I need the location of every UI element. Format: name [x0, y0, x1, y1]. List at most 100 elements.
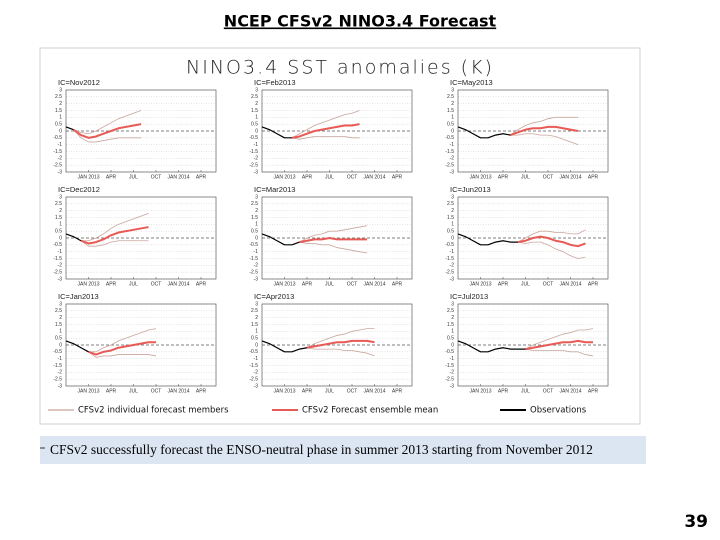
panel-title: IC=Jun2013 [450, 185, 491, 194]
x-tick-label: JUL [521, 174, 530, 180]
y-tick-label: 2.5 [251, 94, 258, 100]
y-tick-label: -2 [254, 263, 259, 269]
y-tick-label: -2 [254, 370, 259, 376]
x-tick-label: APR [498, 388, 509, 394]
y-tick-label: -2 [58, 156, 63, 162]
x-tick-label: JAN 2014 [364, 174, 386, 180]
y-tick-label: -0.5 [249, 242, 258, 248]
y-tick-label: 1.5 [251, 322, 258, 328]
y-tick-label: 1.5 [251, 215, 258, 221]
x-tick-label: JUL [325, 174, 334, 180]
figure-frame [39, 47, 641, 425]
caption-box [40, 436, 646, 464]
y-tick-label: 2 [451, 315, 454, 321]
series-line [291, 136, 360, 140]
y-tick-label: -0.5 [249, 135, 258, 141]
x-tick-label: JAN 2013 [274, 388, 296, 394]
x-tick-label: OCT [151, 281, 162, 287]
y-tick-label: 1 [451, 329, 454, 335]
y-tick-label: 0.5 [447, 228, 454, 234]
plot-frame [261, 89, 413, 173]
x-tick-label: APR [196, 281, 207, 287]
panel-title: IC=Jul2013 [450, 292, 488, 301]
x-tick-label: APR [392, 174, 403, 180]
x-tick-label: JUL [129, 174, 138, 180]
y-tick-label: -2.5 [445, 269, 454, 275]
y-tick-label: -3 [254, 169, 259, 175]
y-tick-label: -0.5 [53, 349, 62, 355]
x-tick-label: JAN 2013 [78, 281, 100, 287]
y-tick-label: 2.5 [251, 308, 258, 314]
y-tick-label: -2 [254, 156, 259, 162]
y-tick-label: 1 [59, 329, 62, 335]
y-tick-label: 0 [59, 342, 62, 348]
y-tick-label: 1.5 [447, 215, 454, 221]
y-tick-label: 0 [451, 128, 454, 134]
y-tick-label: 0.5 [55, 335, 62, 341]
y-tick-label: 3 [451, 301, 454, 307]
y-tick-label: 2.5 [447, 94, 454, 100]
y-tick-label: 2 [59, 208, 62, 214]
y-tick-label: -1.5 [445, 363, 454, 369]
y-tick-label: 0 [59, 128, 62, 134]
series-line [525, 348, 594, 357]
y-tick-label: -3 [254, 383, 259, 389]
y-tick-label: 0.5 [251, 335, 258, 341]
series-line [65, 233, 82, 242]
y-tick-label: 1.5 [55, 215, 62, 221]
y-tick-label: -2.5 [249, 376, 258, 382]
y-tick-label: 0 [255, 128, 258, 134]
y-tick-label: 2.5 [55, 201, 62, 207]
plot-frame [261, 196, 413, 280]
y-tick-label: -1.5 [53, 256, 62, 262]
y-tick-label: 2.5 [447, 201, 454, 207]
series-line [306, 328, 375, 349]
series-line [306, 339, 375, 349]
series-line [80, 226, 149, 245]
series-line [299, 241, 368, 254]
y-tick-label: -0.5 [53, 242, 62, 248]
y-tick-label: 1.5 [55, 322, 62, 328]
series-line [510, 125, 579, 137]
y-tick-label: 3 [59, 194, 62, 200]
y-tick-label: -2.5 [445, 376, 454, 382]
x-tick-label: JAN 2014 [364, 281, 386, 287]
series-line [299, 237, 367, 244]
series-line [299, 225, 368, 243]
y-tick-label: -1.5 [249, 149, 258, 155]
y-tick-label: 2.5 [55, 94, 62, 100]
x-tick-label: JAN 2014 [168, 174, 190, 180]
series-line [81, 213, 149, 242]
y-tick-label: -1 [58, 249, 63, 255]
x-tick-label: APR [302, 174, 313, 180]
y-tick-label: 1.5 [251, 108, 258, 114]
y-tick-label: -1.5 [249, 363, 258, 369]
series-line [261, 233, 300, 246]
x-tick-label: JAN 2014 [168, 281, 190, 287]
x-tick-label: JAN 2013 [470, 174, 492, 180]
series-line [88, 328, 157, 353]
x-tick-label: JUL [129, 388, 138, 394]
y-tick-label: -2 [450, 156, 455, 162]
x-tick-label: OCT [347, 174, 358, 180]
panel-title: IC=Nov2012 [58, 78, 100, 87]
x-tick-label: JAN 2013 [274, 174, 296, 180]
series-line [65, 340, 89, 353]
series-line [88, 341, 156, 356]
x-tick-label: JAN 2014 [560, 388, 582, 394]
x-tick-label: JAN 2014 [364, 388, 386, 394]
x-tick-label: OCT [543, 388, 554, 394]
plot-frame [65, 196, 217, 280]
y-tick-label: -0.5 [249, 349, 258, 355]
y-tick-label: 1 [451, 222, 454, 228]
panel-title: IC=Jan2013 [58, 292, 99, 301]
y-tick-label: -2.5 [53, 376, 62, 382]
y-tick-label: 1.5 [55, 108, 62, 114]
x-tick-label: OCT [543, 174, 554, 180]
caption: CFSv2 successfully forecast the ENSO-neu… [50, 442, 593, 457]
x-tick-label: OCT [347, 281, 358, 287]
panel-title: IC=Mar2013 [254, 185, 295, 194]
y-tick-label: -1.5 [53, 363, 62, 369]
y-tick-label: 0.5 [251, 121, 258, 127]
